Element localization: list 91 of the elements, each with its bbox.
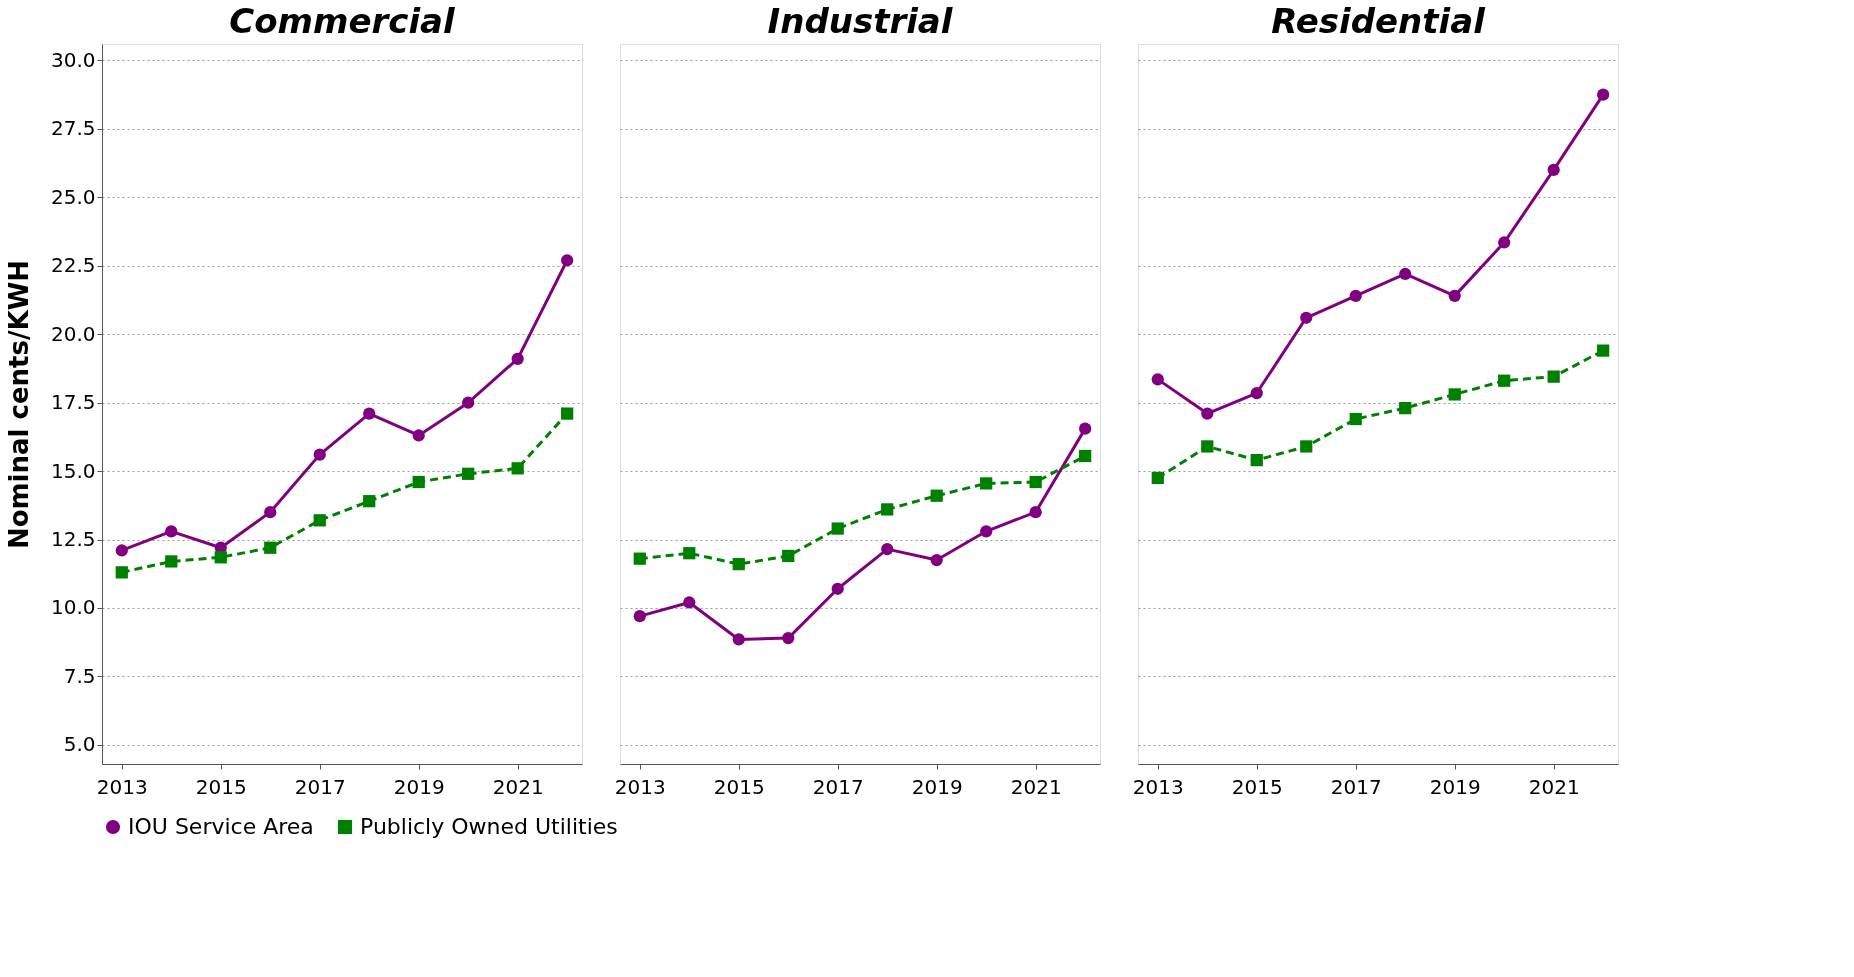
point [1300,311,1313,324]
x-tick-label: 2015 [195,774,247,799]
y-tick-label: 25.0 [50,184,96,209]
point [980,525,993,538]
x-tick-label: 2019 [911,774,963,799]
x-tick-label: 2017 [1330,774,1382,799]
y-axis-title: Nominal cents/KWH [3,259,34,550]
point [930,489,943,502]
x-tick-label: 2021 [1528,774,1580,799]
legend-label: Publicly Owned Utilities [360,814,618,839]
y-tick-label: 22.5 [50,253,96,278]
point [561,407,574,420]
point [1029,475,1042,489]
y-tick-label: 27.5 [50,116,96,141]
point [165,525,178,538]
point [1498,236,1511,249]
point [363,407,376,420]
point [1201,407,1214,420]
point [633,552,646,565]
chart-title: Commercial [229,1,457,41]
x-tick-label: 2015 [713,774,765,799]
x-tick-label: 2019 [393,774,445,799]
chart-title: Residential [1271,1,1487,41]
point [1547,163,1560,177]
x-tick-label: 2013 [1132,774,1184,799]
point [1448,289,1461,302]
x-tick-label: 2013 [96,774,148,799]
point [1300,440,1313,453]
point [930,553,943,567]
x-tick-label: 2021 [492,774,544,799]
point [1597,344,1610,357]
y-tick-label: 17.5 [50,390,96,415]
point [412,475,425,489]
point [881,503,894,516]
point [782,549,795,563]
point [264,541,277,554]
point [1349,289,1362,302]
point [732,633,745,646]
point [881,542,894,556]
point [363,495,376,508]
point [980,477,993,490]
y-tick-label: 7.5 [63,663,96,688]
x-tick-label: 2019 [1429,774,1481,799]
point [1151,373,1164,386]
point [1399,401,1412,415]
y-tick-label: 12.5 [50,527,96,552]
point [561,254,574,267]
x-tick-label: 2017 [294,774,346,799]
point [683,547,696,560]
point [264,506,277,519]
point [1498,374,1511,387]
point [412,429,425,442]
point [1079,449,1092,463]
point [1250,454,1263,467]
x-tick-label: 2013 [614,774,666,799]
point [831,522,844,535]
point [165,555,178,568]
point [313,448,326,461]
point [1547,370,1560,383]
y-tick-label: 5.0 [63,732,96,757]
point [633,610,646,623]
point [1250,386,1263,400]
y-tick-label: 20.0 [50,321,96,346]
legend-label: IOU Service Area [128,814,314,839]
point [1029,506,1042,519]
chart-title: Industrial [767,1,954,41]
point [1151,471,1164,485]
point [511,462,524,475]
point [214,551,227,564]
point [1201,440,1214,453]
point [313,514,326,527]
point [1079,422,1092,435]
x-tick-label: 2021 [1010,774,1062,799]
point [1399,267,1412,281]
point [831,582,844,595]
point [462,467,475,480]
point [1448,388,1461,401]
point [683,596,696,609]
y-tick-label: 10.0 [50,595,96,620]
point [115,566,128,579]
x-tick-label: 2017 [812,774,864,799]
y-tick-label: 15.0 [50,458,96,483]
point [115,544,128,557]
point [462,396,475,409]
point [782,631,795,645]
point [1597,88,1610,101]
x-tick-label: 2015 [1231,774,1283,799]
y-tick-label: 30.0 [50,47,96,72]
point [1349,412,1362,426]
point [732,558,745,571]
point [511,352,524,365]
